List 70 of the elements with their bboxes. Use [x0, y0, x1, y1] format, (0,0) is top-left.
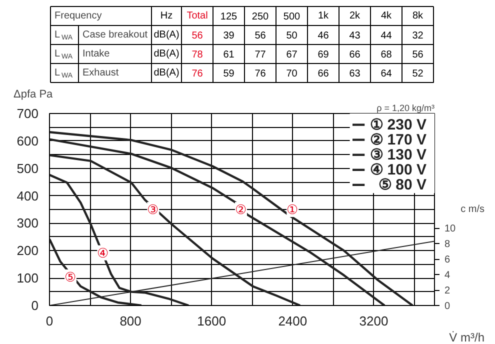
- y-tick-label: 700: [16, 106, 39, 121]
- text: 66: [318, 68, 329, 80]
- y2-tick-label: 2: [444, 286, 450, 297]
- text: ρ = 1,20 kg/m³: [376, 103, 435, 113]
- text: 59: [223, 68, 234, 80]
- text: 43: [349, 30, 360, 42]
- text: 76: [254, 68, 266, 80]
- x-tick-label: 2400: [278, 314, 308, 328]
- y2-tick-label: 0: [444, 301, 450, 312]
- category-label: Hz: [160, 10, 173, 22]
- text: 70: [286, 68, 298, 80]
- text: 56: [192, 30, 203, 42]
- text: 68: [380, 50, 392, 60]
- annotation: ②: [234, 202, 247, 217]
- text: 56: [412, 50, 424, 60]
- text: 46: [318, 30, 329, 42]
- y-tick-label: 100: [16, 270, 39, 286]
- x-tick-label: 1600: [197, 314, 226, 328]
- text: 69: [318, 50, 329, 60]
- text: 50: [286, 30, 298, 42]
- legend-label: ① 230 V: [370, 116, 427, 134]
- text: dB(A): [154, 30, 180, 40]
- text: 67: [286, 50, 298, 60]
- x-tick-label: 0: [46, 314, 54, 328]
- text: 64: [380, 68, 392, 80]
- y2-tick-label: 10: [444, 224, 456, 235]
- category-label: 8k: [412, 10, 424, 22]
- legend-label: ② 170 V: [370, 131, 427, 148]
- text: 39: [223, 30, 234, 42]
- y-tick-label: 0: [31, 298, 39, 313]
- y2-axis-title: c m/s: [460, 204, 485, 215]
- y-axis-title: Δpfa Pa: [14, 88, 54, 100]
- y-tick-label: 600: [16, 133, 39, 148]
- category-label: 250: [252, 12, 270, 22]
- y-tick-label: 400: [16, 188, 39, 204]
- text: dB(A): [154, 68, 180, 78]
- text: 56: [254, 30, 266, 42]
- y-tick-label: 200: [16, 243, 39, 258]
- annotation: ①: [286, 202, 299, 217]
- category-label: 4k: [380, 10, 393, 22]
- legend-label: ③ 130 V: [370, 146, 427, 164]
- y-tick-label: 300: [16, 216, 39, 231]
- text: 76: [192, 68, 203, 80]
- y2-tick-label: 6: [444, 254, 450, 266]
- y2-tick-label: 8: [444, 239, 450, 250]
- text: 78: [192, 50, 203, 60]
- category-label: 1k: [318, 10, 330, 22]
- x-tick-label: 3200: [359, 314, 388, 328]
- category-label: 2k: [349, 10, 362, 22]
- y-tick-label: 500: [16, 160, 39, 176]
- annotation: ④: [97, 245, 110, 260]
- annotation: ⑤: [64, 269, 76, 284]
- text: Frequency: [54, 10, 102, 22]
- text: 44: [380, 30, 392, 42]
- category-label: Total: [186, 10, 208, 22]
- text: 52: [412, 68, 424, 80]
- y2-tick-label: 4: [444, 270, 450, 282]
- legend-label: ⑤ 80 V: [378, 176, 427, 194]
- annotation: ③: [147, 202, 160, 217]
- legend-label: ④ 100 V: [370, 161, 427, 178]
- text: 63: [349, 68, 360, 80]
- text: 61: [223, 50, 234, 60]
- text: 66: [349, 50, 360, 60]
- text: 77: [254, 50, 266, 60]
- category-label: 500: [283, 12, 301, 22]
- text: 32: [412, 30, 424, 42]
- x-tick-label: 800: [120, 314, 142, 328]
- x-axis-title: V̇ m³/h: [449, 330, 485, 344]
- text: dB(A): [154, 48, 180, 60]
- category-label: 125: [220, 12, 238, 22]
